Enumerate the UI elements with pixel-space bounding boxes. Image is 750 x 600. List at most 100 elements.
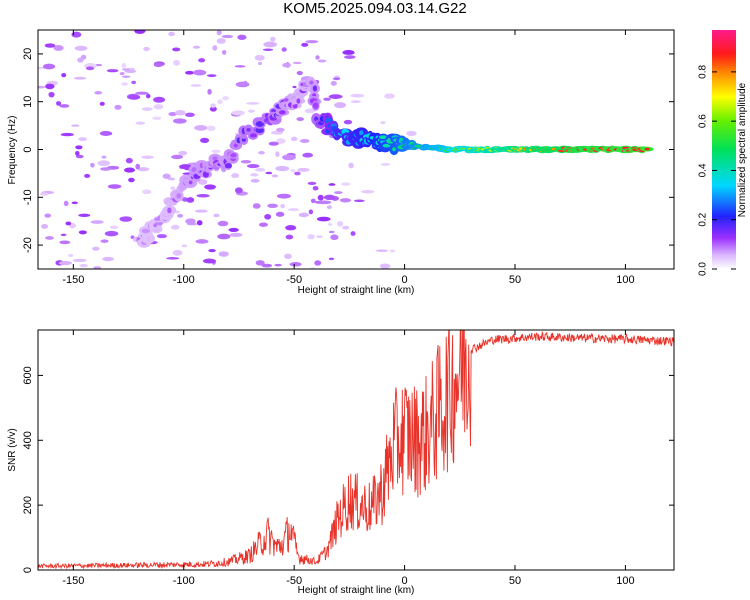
heatmap-cell	[389, 249, 396, 253]
heatmap-cell	[332, 77, 341, 80]
heatmap-cell	[197, 179, 208, 185]
heatmap-cell	[60, 233, 67, 237]
heatmap-cell	[41, 223, 48, 229]
heatmap-cell	[261, 263, 273, 268]
heatmap-cell	[359, 130, 364, 136]
heatmap-cell	[145, 93, 151, 99]
colorbar-tick-label: 0.6	[698, 114, 709, 128]
heatmap-cell	[99, 101, 105, 106]
spectrogram-xlabel: Height of straight line (km)	[298, 285, 415, 296]
heatmap-cell	[308, 209, 314, 215]
heatmap-cell	[278, 110, 286, 115]
heatmap-cell	[328, 257, 335, 261]
heatmap-cell	[179, 164, 193, 170]
heatmap-cell	[73, 76, 87, 80]
heatmap-cell	[177, 213, 184, 218]
heatmap-cell	[231, 110, 245, 116]
heatmap-cell	[296, 98, 301, 104]
heatmap-cell	[342, 50, 355, 55]
heatmap-cell	[135, 163, 141, 170]
heatmap-cell	[143, 46, 150, 52]
heatmap-cell	[172, 118, 187, 124]
heatmap-cell	[375, 249, 389, 252]
chart-title: KOM5.2025.094.03.14.G22	[283, 0, 467, 17]
heatmap-cell	[75, 154, 84, 159]
heatmap-cell	[125, 157, 133, 164]
heatmap-cell	[78, 213, 91, 218]
heatmap-cell	[166, 199, 175, 206]
heatmap-cell	[196, 193, 210, 198]
heatmap-cell	[153, 62, 164, 67]
heatmap-cell	[307, 181, 317, 186]
heatmap-cell	[221, 34, 234, 39]
snr-xtick-label: -100	[173, 575, 195, 587]
snr-xtick-label: -150	[62, 575, 84, 587]
heatmap-cell	[246, 127, 251, 132]
spectrogram-xtick-label: 100	[616, 274, 634, 286]
heatmap-cell	[77, 57, 84, 63]
heatmap-cell	[71, 124, 80, 127]
heatmap-cell	[212, 156, 218, 161]
heatmap-cell	[216, 38, 226, 44]
heatmap-cell	[207, 125, 216, 132]
heatmap-cell	[297, 167, 310, 172]
heatmap-cell	[312, 85, 318, 92]
heatmap-cell	[285, 225, 297, 231]
heatmap-cell	[102, 256, 114, 262]
heatmap-cell	[172, 47, 181, 52]
heatmap-cell	[135, 121, 146, 125]
heatmap-cell	[231, 173, 240, 179]
spectrogram-ytick-label: -10	[22, 189, 34, 205]
heatmap-cell	[380, 121, 386, 125]
heatmap-cell	[348, 162, 354, 169]
heatmap-cell	[379, 263, 391, 269]
heatmap-cell	[190, 84, 202, 87]
heatmap-cell	[40, 192, 49, 196]
heatmap-cell	[153, 96, 166, 103]
heatmap-cell	[78, 137, 87, 142]
heatmap-cell	[206, 74, 217, 77]
heatmap-cell	[302, 152, 313, 158]
heatmap-cell	[63, 200, 69, 207]
snr-xtick-label: -50	[286, 575, 302, 587]
heatmap-cell	[209, 106, 217, 112]
snr-xtick-label: 0	[402, 575, 408, 587]
snr-xtick-label: 100	[616, 575, 634, 587]
heatmap-cell	[307, 233, 315, 240]
heatmap-cell	[287, 208, 300, 212]
heatmap-cell	[230, 153, 237, 158]
heatmap-cell	[290, 169, 296, 173]
heatmap-cell	[317, 194, 324, 201]
heatmap-cell	[343, 119, 353, 125]
colorbar-tick-label: 0.0	[698, 262, 709, 276]
heatmap-cell	[353, 199, 365, 203]
heatmap-cell	[280, 203, 286, 209]
heatmap-cell	[240, 160, 252, 164]
heatmap-cell	[327, 223, 333, 226]
heatmap-cell	[121, 75, 131, 78]
colorbar-gradient	[712, 30, 736, 269]
heatmap-cell	[90, 220, 104, 224]
heatmap-cell	[323, 97, 331, 101]
heatmap-cell	[350, 231, 356, 236]
heatmap-cell	[282, 154, 296, 161]
heatmap-cell	[274, 263, 282, 267]
heatmap-cell	[382, 143, 391, 148]
heatmap-cell	[276, 127, 285, 132]
spectrogram-xtick-label: 50	[509, 274, 521, 286]
heatmap-cell	[202, 258, 217, 264]
spectrogram-ytick-label: 20	[22, 48, 34, 60]
heatmap-cell	[185, 70, 194, 75]
heatmap-cell	[210, 103, 216, 108]
snr-axes: -150 -100 -50 0 50 100 0 200 400 600	[22, 330, 674, 587]
heatmap-cell	[45, 83, 55, 90]
heatmap-cell	[100, 167, 112, 171]
heatmap-cell	[178, 150, 188, 156]
heatmap-cell	[176, 193, 182, 199]
heatmap-cell	[258, 150, 265, 155]
heatmap-cell	[204, 184, 216, 190]
heatmap-cell	[644, 147, 650, 151]
heatmap-cell	[75, 150, 80, 156]
heatmap-cell	[59, 240, 71, 245]
